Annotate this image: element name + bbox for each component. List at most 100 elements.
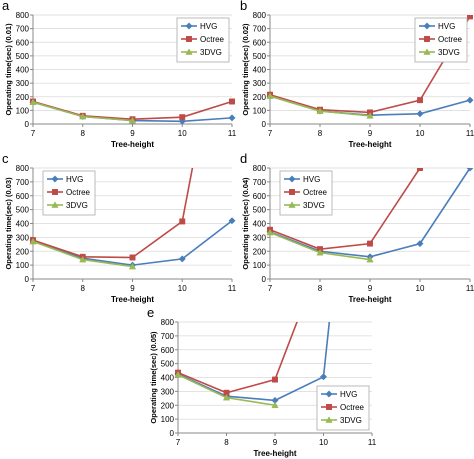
legend-label: 3DVG [303,201,325,210]
y-tick-label: 100 [253,261,267,270]
legend-marker [424,36,430,42]
x-axis-label: Tree-height [348,295,391,304]
data-point [179,218,186,225]
y-tick-label: 800 [16,164,30,173]
y-tick-label: 0 [262,120,267,129]
x-tick-label: 9 [368,284,373,293]
x-tick-label: 7 [268,129,273,138]
legend-marker [423,22,431,30]
data-point [467,15,473,20]
legend-marker [52,189,58,195]
y-tick-label: 0 [25,275,30,284]
y-tick-label: 400 [161,374,175,383]
y-tick-label: 400 [16,220,30,229]
x-axis-label: Tree-height [111,295,154,304]
legend-marker [325,390,333,398]
legend-label: HVG [340,390,357,399]
y-tick-label: 200 [16,93,30,102]
legend-marker [51,201,59,208]
y-axis-label: Operating time(sec) (0.03) [4,177,13,270]
x-tick-label: 9 [130,284,135,293]
x-tick-label: 9 [130,129,135,138]
y-tick-label: 100 [253,106,267,115]
y-tick-label: 800 [253,164,267,173]
x-tick-label: 11 [466,129,474,138]
y-tick-label: 600 [253,38,267,47]
data-point [129,254,136,261]
series-line [269,168,421,250]
plot-area [174,322,331,409]
x-tick-label: 10 [319,438,328,447]
y-tick-label: 200 [253,247,267,256]
y-tick-label: 100 [16,261,30,270]
y-tick-label: 800 [253,11,267,20]
legend-marker [423,48,431,55]
y-tick-label: 700 [253,25,267,34]
y-tick-label: 100 [16,106,30,115]
legend-marker [288,201,296,208]
y-tick-label: 300 [253,233,267,242]
data-point [367,240,373,247]
panel-label: b [240,0,247,13]
legend-marker [326,404,332,410]
legend-label: Octree [200,35,225,44]
legend-marker [185,22,193,30]
legend-label: 3DVG [66,201,88,210]
data-point [272,376,278,383]
x-tick-label: 7 [31,284,36,293]
plot-area [266,168,474,263]
legend-marker [185,48,193,55]
legend-label: HVG [438,22,455,31]
data-point [29,237,37,245]
x-tick-label: 7 [268,284,273,293]
x-tick-label: 11 [368,438,377,447]
legend-label: Octree [66,188,91,197]
data-point [466,96,474,104]
y-axis-label: Operating time(sec) (0.05) [149,331,158,424]
y-tick-label: 600 [161,346,175,355]
y-tick-label: 300 [161,387,175,396]
x-axis-label: Tree-height [348,140,391,149]
x-tick-label: 10 [416,129,425,138]
data-point [174,371,182,378]
x-tick-label: 11 [228,129,237,138]
legend-marker [186,36,192,42]
panel-label: a [2,0,10,13]
data-point [178,255,186,263]
y-axis-label: Operating time(sec) (0.04) [241,177,250,270]
legend-label: HVG [66,175,83,184]
legend-marker [325,416,333,423]
x-tick-label: 11 [466,284,474,293]
data-point [417,97,423,104]
data-point [466,168,474,172]
x-tick-label: 9 [273,438,278,447]
data-point [366,255,374,263]
legend-marker [289,189,295,195]
data-point [366,112,374,119]
x-tick-label: 7 [176,438,181,447]
data-point [266,92,274,99]
y-tick-label: 800 [161,318,175,327]
data-point [416,110,424,118]
y-tick-label: 700 [161,332,175,341]
data-point [416,240,424,248]
x-tick-label: 8 [81,284,86,293]
data-point [316,107,324,114]
data-point [417,168,423,171]
y-tick-label: 800 [16,11,30,20]
legend-label: HVG [200,22,217,31]
data-point [319,373,328,381]
data-point [316,248,324,256]
y-tick-label: 500 [16,52,30,61]
x-axis-label: Tree-height [111,140,154,149]
y-tick-label: 600 [16,192,30,201]
y-axis-label: Operating time(sec) (0.01) [4,23,13,116]
y-tick-label: 700 [16,25,30,34]
y-tick-label: 100 [161,415,175,424]
y-tick-label: 300 [16,233,30,242]
legend-marker [51,175,59,183]
y-tick-label: 400 [253,66,267,75]
legend-marker [288,175,296,183]
legend-label: 3DVG [438,48,460,57]
data-point [228,217,236,225]
